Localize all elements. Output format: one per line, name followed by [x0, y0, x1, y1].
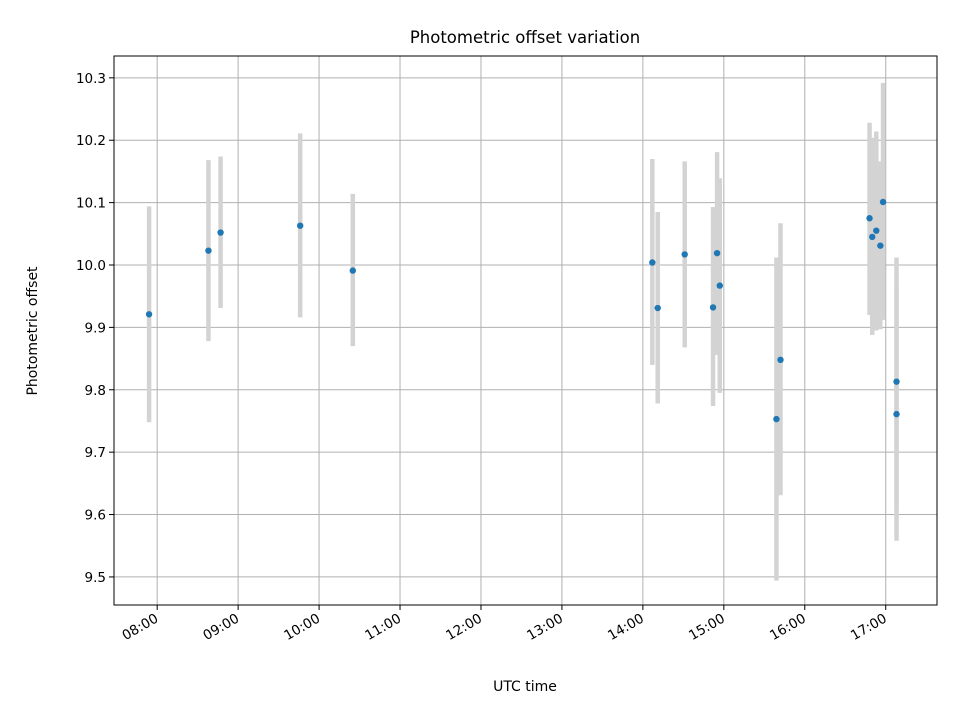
y-tick-label: 9.8	[85, 383, 106, 399]
data-points	[145, 198, 900, 423]
data-point	[777, 356, 784, 364]
data-point	[713, 249, 721, 257]
data-point	[296, 222, 304, 229]
data-point	[349, 267, 357, 274]
data-point	[145, 311, 153, 318]
y-tick-label: 9.7	[85, 445, 106, 461]
data-point	[893, 410, 900, 418]
y-tick-label: 10.0	[76, 258, 106, 274]
data-point	[877, 242, 884, 249]
y-tick-label: 9.6	[85, 508, 106, 524]
data-point	[217, 229, 224, 236]
data-point	[654, 304, 661, 312]
data-point	[879, 198, 887, 206]
data-point	[709, 304, 717, 311]
grid	[114, 56, 937, 605]
data-point	[649, 259, 656, 266]
data-point	[869, 233, 876, 241]
data-point	[205, 247, 212, 254]
chart-title: Photometric offset variation	[410, 28, 640, 47]
plot-area-frame	[113, 55, 938, 606]
y-tick-label: 9.9	[85, 320, 106, 336]
y-tick-label: 10.2	[76, 133, 106, 149]
y-axis-title: Photometric offset	[25, 266, 41, 396]
data-point	[681, 251, 688, 258]
y-tick-label: 10.3	[76, 71, 106, 87]
y-tick-label: 9.5	[85, 570, 106, 586]
y-axis: 9.5 9.6 9.7 9.8 9.9 10.0 10.1 10.2 10.3	[76, 71, 114, 586]
x-axis-title: UTC time	[493, 679, 557, 695]
data-point	[873, 227, 880, 234]
data-point	[866, 215, 873, 222]
data-point	[773, 415, 780, 423]
data-point	[893, 378, 900, 385]
y-tick-label: 10.1	[76, 196, 106, 212]
data-point	[716, 282, 723, 289]
